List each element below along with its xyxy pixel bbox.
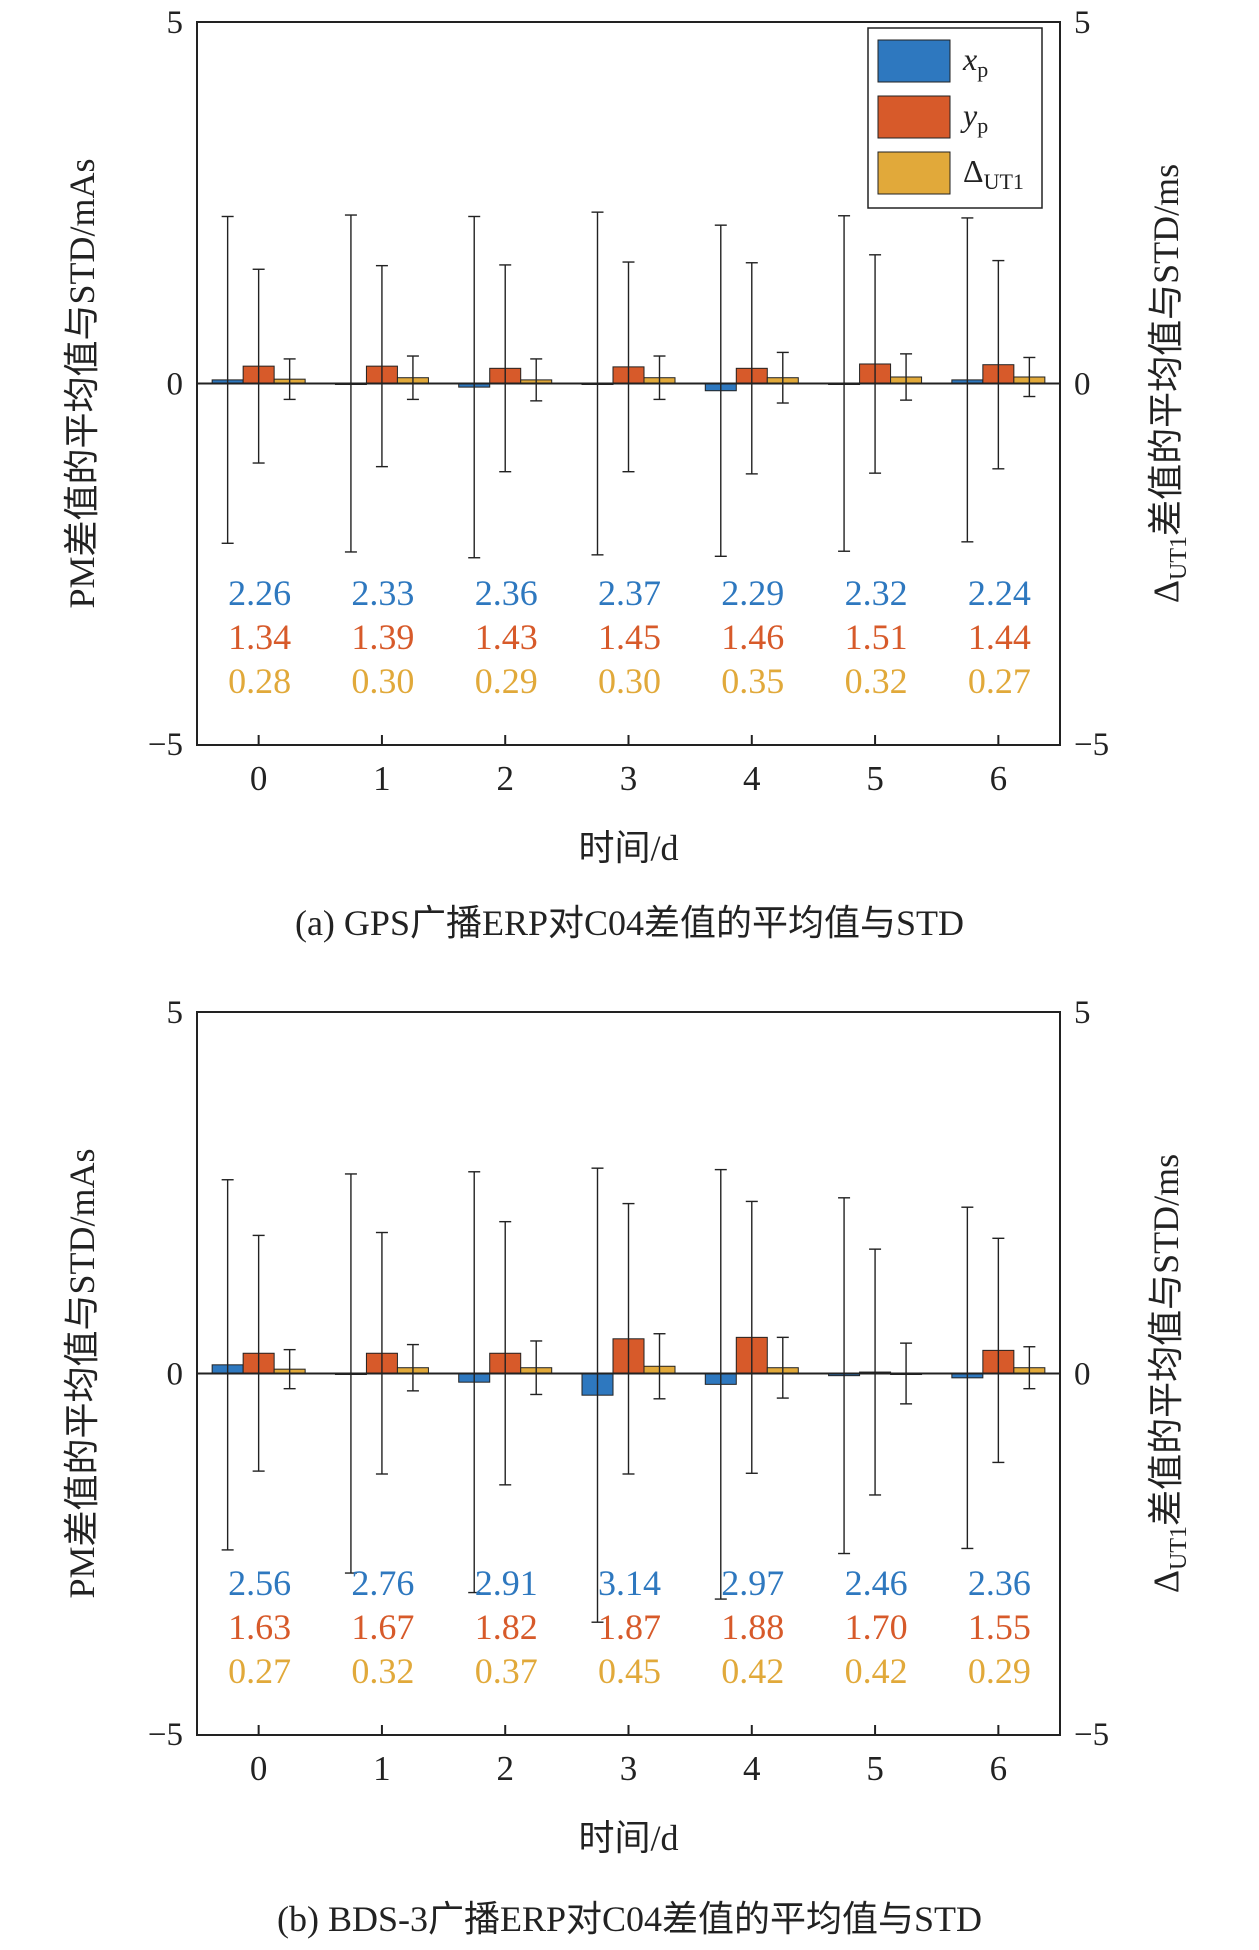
stat-label-yp: 1.82	[475, 1607, 538, 1647]
y-tick-label-right: −5	[1074, 1717, 1109, 1753]
stat-label-yp: 1.46	[721, 617, 784, 657]
stat-label-yp: 1.39	[351, 617, 414, 657]
stat-label-xp: 2.97	[721, 1563, 784, 1603]
stat-label-xp: 2.33	[351, 573, 414, 613]
y-tick-label-left: 5	[167, 995, 184, 1031]
x-tick-label: 0	[250, 759, 268, 798]
stat-label-yp: 1.88	[721, 1607, 784, 1647]
x-tick-label: 3	[620, 1749, 638, 1788]
legend-swatch-ut1	[877, 151, 951, 195]
y-axis-label-left: PM差值的平均值与STD/mAs	[62, 1148, 102, 1598]
stat-label-ut1: 0.28	[228, 661, 291, 701]
stat-label-xp: 2.91	[475, 1563, 538, 1603]
y-tick-label-left: 0	[167, 1357, 184, 1393]
stat-label-xp: 3.14	[598, 1563, 661, 1603]
legend-swatch-yp	[877, 95, 951, 139]
stat-label-ut1: 0.42	[721, 1651, 784, 1691]
x-tick-label: 1	[373, 1749, 391, 1788]
legend-label-yp: yp	[960, 97, 988, 138]
stat-label-ut1: 0.42	[845, 1651, 908, 1691]
y-tick-label-right: −5	[1074, 727, 1109, 763]
x-tick-label: 6	[990, 759, 1008, 798]
x-tick-label: 3	[620, 759, 638, 798]
caption-a: (a) GPS广播ERP对C04差值的平均值与STD	[294, 903, 965, 943]
stat-label-ut1: 0.32	[351, 1651, 414, 1691]
x-tick-label: 0	[250, 1749, 268, 1788]
stat-label-xp: 2.36	[968, 1563, 1031, 1603]
stat-label-ut1: 0.30	[598, 661, 661, 701]
stat-label-ut1: 0.30	[351, 661, 414, 701]
y-tick-label-left: −5	[148, 1717, 183, 1753]
y-axis-label-left: PM差值的平均值与STD/mAs	[62, 158, 102, 608]
x-tick-label: 5	[866, 1749, 884, 1788]
stat-label-xp: 2.56	[228, 1563, 291, 1603]
y-tick-label-right: 5	[1074, 5, 1091, 41]
y-axis-label-right: ΔUT1差值的平均值与STD/ms	[1146, 1154, 1192, 1593]
stat-label-ut1: 0.27	[968, 661, 1031, 701]
x-tick-label: 2	[496, 1749, 514, 1788]
stat-label-xp: 2.37	[598, 573, 661, 613]
stat-label-xp: 2.29	[721, 573, 784, 613]
chart-a-svg: 5 5 0 0 −5 −5 0 1 2 3 4 5 6 2.26 2.33 2.36 2.37 2.29 2.32 2…	[62, 5, 1192, 868]
stat-label-ut1: 0.35	[721, 661, 784, 701]
stat-label-yp: 1.43	[475, 617, 538, 657]
stat-label-yp: 1.51	[845, 617, 908, 657]
x-tick-label: 5	[866, 759, 884, 798]
y-tick-label-right: 5	[1074, 995, 1091, 1031]
stat-label-ut1: 0.37	[475, 1651, 538, 1691]
stat-label-yp: 1.55	[968, 1607, 1031, 1647]
stat-label-yp: 1.45	[598, 617, 661, 657]
legend-label-ut1: ΔUT1	[963, 153, 1024, 194]
stat-label-xp: 2.26	[228, 573, 291, 613]
legend-swatch-xp	[877, 39, 951, 83]
y-tick-label-left: 5	[167, 5, 184, 41]
stat-label-yp: 1.70	[845, 1607, 908, 1647]
stat-label-yp: 1.67	[351, 1607, 414, 1647]
stat-label-xp: 2.24	[968, 573, 1031, 613]
chart-b-svg: 5 5 0 0 −5 −5 0 1 2 3 4 5 6 2.56 2.76 2.91 3.14 2.97 2.46 2…	[62, 995, 1192, 1858]
x-tick-label: 6	[990, 1749, 1008, 1788]
y-tick-label-right: 0	[1074, 1357, 1091, 1393]
legend-label-xp: xp	[962, 41, 988, 82]
y-tick-label-left: −5	[148, 727, 183, 763]
stat-label-xp: 2.36	[475, 573, 538, 613]
stat-label-xp: 2.76	[351, 1563, 414, 1603]
stat-label-ut1: 0.32	[845, 661, 908, 701]
stat-label-ut1: 0.27	[228, 1651, 291, 1691]
x-tick-label: 2	[496, 759, 514, 798]
stat-label-yp: 1.34	[228, 617, 291, 657]
x-axis-label: 时间/d	[578, 828, 678, 868]
y-tick-label-left: 0	[167, 367, 184, 403]
caption-b: (b) BDS-3广播ERP对C04差值的平均值与STD	[276, 1899, 983, 1939]
stat-label-xp: 2.32	[845, 573, 908, 613]
stat-label-ut1: 0.45	[598, 1651, 661, 1691]
stat-label-yp: 1.44	[968, 617, 1031, 657]
chart-panel-b: 5 5 0 0 −5 −5 0 1 2 3 4 5 6 2.56 2.76 2.91 3.14 2.97 2.46 2…	[0, 990, 1259, 1950]
stat-label-xp: 2.46	[845, 1563, 908, 1603]
x-tick-label: 4	[743, 1749, 761, 1788]
chart-panel-a: 5 5 0 0 −5 −5 0 1 2 3 4 5 6 2.26 2.33 2.36 2.37 2.29 2.32 2…	[0, 0, 1259, 960]
stat-label-yp: 1.87	[598, 1607, 661, 1647]
y-tick-label-right: 0	[1074, 367, 1091, 403]
y-axis-label-right: ΔUT1差值的平均值与STD/ms	[1146, 164, 1192, 603]
x-tick-label: 4	[743, 759, 761, 798]
x-axis-label: 时间/d	[578, 1818, 678, 1858]
x-tick-label: 1	[373, 759, 391, 798]
stat-label-yp: 1.63	[228, 1607, 291, 1647]
stat-label-ut1: 0.29	[475, 661, 538, 701]
stat-label-ut1: 0.29	[968, 1651, 1031, 1691]
